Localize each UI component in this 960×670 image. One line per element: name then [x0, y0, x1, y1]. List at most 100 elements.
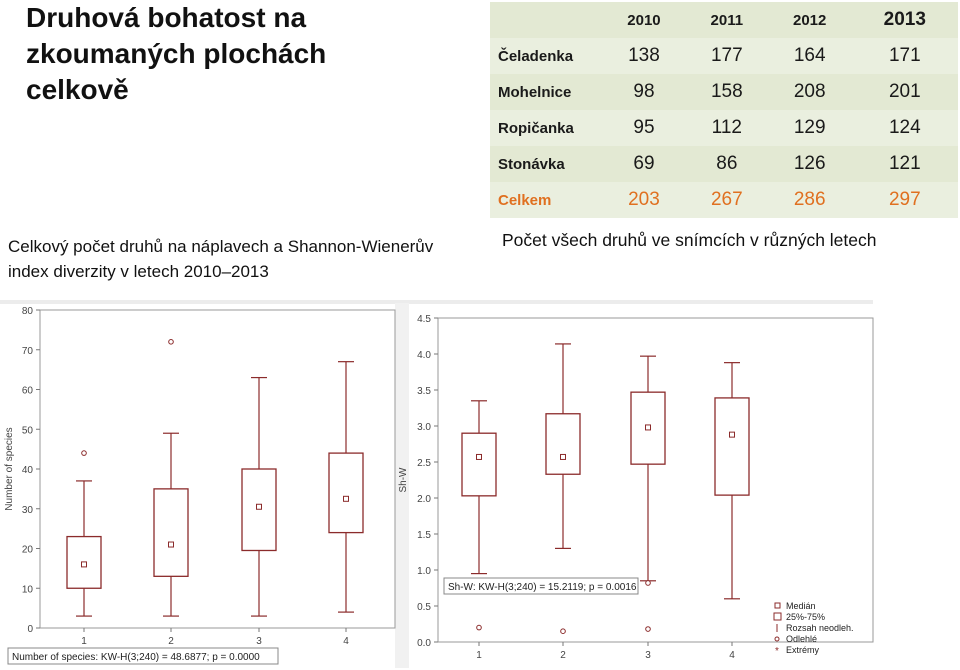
- table-row: Čeladenka 138 177 164 171: [490, 38, 958, 74]
- iqr-box: [328, 452, 364, 534]
- x-tick-label: 1: [81, 636, 87, 647]
- table-cell: 138: [628, 45, 660, 66]
- x-tick-label: 4: [729, 650, 735, 661]
- median-marker: [560, 453, 566, 460]
- median-marker: [81, 561, 87, 568]
- x-tick-label: 3: [256, 636, 262, 647]
- y-tick-label: 1.0: [417, 566, 431, 577]
- legend-label: 25%-75%: [786, 612, 825, 622]
- species-table: 2010 2011 2012 2013 Čeladenka 138 177 16…: [490, 2, 958, 218]
- median-marker: [168, 541, 174, 548]
- table-cell: 112: [711, 117, 742, 138]
- y-tick-label: 1.5: [417, 530, 431, 541]
- table-header-row: 2010 2011 2012 2013: [490, 2, 958, 38]
- y-tick-label: 60: [22, 386, 34, 397]
- iqr-box: [153, 488, 189, 577]
- table-cell: 208: [793, 81, 826, 102]
- y-tick-label: 3.0: [417, 422, 431, 433]
- plot-frame: [437, 317, 874, 643]
- outlier-point: [560, 628, 566, 635]
- median-marker: [256, 503, 262, 510]
- outlier-point: [81, 450, 87, 456]
- iqr-box: [66, 535, 102, 589]
- year-header: 2010: [627, 11, 661, 29]
- total-cell: 203: [628, 189, 660, 210]
- outlier-point: [168, 339, 174, 345]
- total-cell: 286: [793, 189, 826, 210]
- y-tick-label: 30: [22, 505, 34, 516]
- iqr-box: [461, 432, 497, 497]
- y-tick-label: 70: [22, 346, 34, 357]
- table-cell: 126: [793, 153, 826, 174]
- y-tick-label: 2.0: [417, 494, 431, 505]
- table-cell: 177: [710, 45, 743, 66]
- y-tick-label: 0.5: [417, 602, 431, 613]
- x-tick-label: 3: [645, 650, 651, 661]
- table-total-row: Celkem 203 267 286 297: [490, 182, 958, 218]
- y-tick-label: 3.5: [417, 386, 431, 397]
- y-tick-label: 10: [22, 584, 34, 595]
- chart-subtitle: Celkový počet druhů na náplavech a Shann…: [8, 237, 434, 281]
- y-tick-label: 40: [22, 465, 34, 476]
- x-tick-label: 1: [476, 650, 482, 661]
- total-cell: 297: [888, 189, 921, 210]
- outlier-point: [476, 624, 482, 631]
- median-marker: [476, 453, 482, 460]
- legend-median-icon: [774, 602, 781, 609]
- table-row: Ropičanka 95 112 129 124: [490, 110, 958, 146]
- page-title: Druhová bohatost na zkoumaných plochách …: [26, 2, 327, 105]
- table-cell: 86: [716, 153, 738, 174]
- median-marker: [343, 495, 349, 502]
- iqr-box: [545, 413, 581, 475]
- outlier-point: [645, 580, 651, 586]
- y-tick-label: 80: [22, 306, 34, 317]
- table-cell: 158: [710, 81, 743, 102]
- legend-box-icon: [773, 612, 782, 621]
- legend-label: Extrémy: [786, 645, 820, 655]
- table-cell: 201: [888, 81, 921, 102]
- legend-label: Odlehlé: [786, 634, 817, 644]
- y-tick-label: 4.0: [417, 350, 431, 361]
- legend-label: Medián: [786, 601, 816, 611]
- outlier-point: [645, 626, 651, 632]
- iqr-box: [714, 397, 750, 496]
- table-cell: 124: [888, 117, 921, 138]
- median-marker: [645, 424, 651, 431]
- site-label: Ropičanka: [498, 119, 574, 137]
- y-tick-label: 2.5: [417, 458, 431, 469]
- stats-text: Number of species: KW-H(3;240) = 48.6877…: [12, 652, 260, 663]
- x-tick-label: 2: [168, 636, 174, 647]
- table-cell: 164: [793, 45, 826, 66]
- stats-box: [7, 647, 279, 665]
- legend-label: Rozsah neodleh.: [786, 623, 854, 633]
- year-header: 2012: [793, 11, 827, 29]
- y-tick-label: 20: [22, 545, 34, 556]
- table-cell: 129: [793, 117, 826, 138]
- table-row: Stonávka 69 86 126 121: [490, 146, 958, 182]
- x-tick-label: 2: [560, 650, 566, 661]
- median-marker: [729, 431, 735, 438]
- table-caption: Počet všech druhů ve snímcích v různých …: [502, 230, 877, 250]
- table-row: Mohelnice 98 158 208 201: [490, 74, 958, 110]
- stats-text: Sh-W: KW-H(3;240) = 15.2119; p = 0.0016: [448, 582, 637, 593]
- legend-extreme-icon: *: [775, 646, 779, 657]
- panel-top-edge: [0, 300, 873, 304]
- total-cell: 267: [710, 189, 743, 210]
- table-cell: 69: [633, 153, 655, 174]
- year-header: 2011: [710, 11, 744, 29]
- site-label: Stonávka: [498, 155, 565, 173]
- site-label: Čeladenka: [498, 47, 574, 65]
- x-tick-label: 4: [343, 636, 349, 647]
- site-label: Mohelnice: [498, 83, 572, 101]
- table-cell: 121: [888, 153, 921, 174]
- panel-divider: [395, 303, 409, 668]
- y-axis-label: Sh-W: [398, 467, 409, 493]
- y-axis-label: Number of species: [4, 427, 15, 510]
- table-cell: 98: [633, 81, 655, 102]
- total-label: Celkem: [498, 191, 552, 209]
- stats-box: [443, 577, 639, 595]
- year-header: 2013: [883, 9, 926, 30]
- y-tick-label: 0.0: [417, 638, 431, 649]
- table-cell: 95: [633, 117, 655, 138]
